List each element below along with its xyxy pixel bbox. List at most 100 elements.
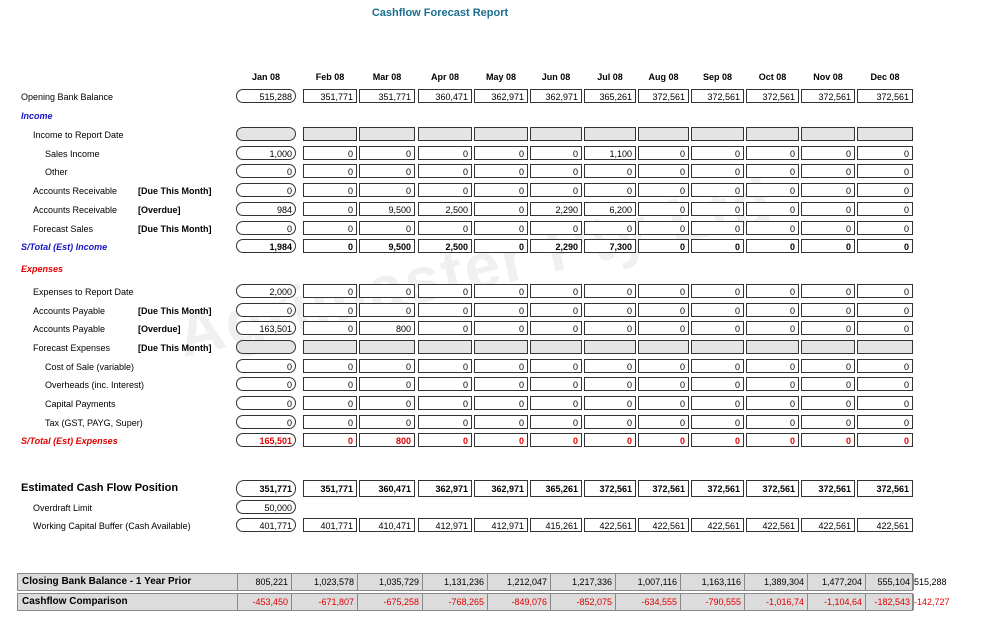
value-cell[interactable]: 372,561 xyxy=(857,89,913,103)
value-cell[interactable]: 0 xyxy=(236,415,296,429)
value-cell[interactable]: 0 xyxy=(584,183,636,197)
value-cell[interactable]: 0 xyxy=(303,164,357,178)
value-cell[interactable]: 0 xyxy=(530,164,582,178)
value-cell[interactable]: 0 xyxy=(746,359,799,373)
value-cell[interactable]: 0 xyxy=(418,396,472,410)
value-cell[interactable]: 0 xyxy=(746,284,799,298)
value-cell[interactable]: 0 xyxy=(857,377,913,391)
value-cell[interactable]: 0 xyxy=(303,284,357,298)
value-cell[interactable]: 0 xyxy=(746,221,799,235)
value-cell[interactable]: 0 xyxy=(801,221,855,235)
value-cell[interactable]: 2,500 xyxy=(418,202,472,216)
value-cell[interactable]: 422,561 xyxy=(584,518,636,532)
value-cell[interactable]: 163,501 xyxy=(236,321,296,335)
value-cell[interactable]: 0 xyxy=(303,146,357,160)
value-cell[interactable]: 0 xyxy=(801,321,855,335)
value-cell[interactable]: 0 xyxy=(857,146,913,160)
value-cell[interactable]: 0 xyxy=(584,415,636,429)
value-cell[interactable]: 362,971 xyxy=(474,89,528,103)
value-cell[interactable]: 1,100 xyxy=(584,146,636,160)
value-cell[interactable]: 0 xyxy=(236,303,296,317)
value-cell[interactable]: 0 xyxy=(801,377,855,391)
value-cell[interactable]: 422,561 xyxy=(857,518,913,532)
value-cell[interactable]: 0 xyxy=(530,221,582,235)
value-cell[interactable]: 0 xyxy=(638,146,689,160)
value-cell[interactable]: 0 xyxy=(474,396,528,410)
value-cell[interactable]: 0 xyxy=(857,303,913,317)
value-cell[interactable]: 0 xyxy=(584,164,636,178)
value-cell[interactable]: 0 xyxy=(584,396,636,410)
value-cell[interactable]: 0 xyxy=(530,284,582,298)
value-cell[interactable]: 0 xyxy=(303,396,357,410)
value-cell[interactable]: 984 xyxy=(236,202,296,216)
value-cell[interactable]: 1,000 xyxy=(236,146,296,160)
value-cell[interactable]: 0 xyxy=(746,303,799,317)
value-cell[interactable]: 0 xyxy=(359,221,415,235)
value-cell[interactable]: 0 xyxy=(359,415,415,429)
value-cell[interactable]: 401,771 xyxy=(236,518,296,532)
value-cell[interactable]: 0 xyxy=(236,396,296,410)
value-cell[interactable]: 0 xyxy=(638,377,689,391)
value-cell[interactable]: 0 xyxy=(303,321,357,335)
value-cell[interactable]: 0 xyxy=(801,284,855,298)
value-cell[interactable]: 412,971 xyxy=(474,518,528,532)
value-cell[interactable]: 0 xyxy=(303,202,357,216)
value-cell[interactable]: 0 xyxy=(303,303,357,317)
value-cell[interactable]: 0 xyxy=(303,377,357,391)
value-cell[interactable]: 422,561 xyxy=(638,518,689,532)
value-cell[interactable]: 0 xyxy=(236,359,296,373)
value-cell[interactable]: 0 xyxy=(359,183,415,197)
value-cell[interactable]: 2,290 xyxy=(530,202,582,216)
value-cell[interactable]: 0 xyxy=(691,146,744,160)
value-cell[interactable]: 0 xyxy=(746,146,799,160)
value-cell[interactable]: 422,561 xyxy=(801,518,855,532)
value-cell[interactable]: 0 xyxy=(530,359,582,373)
value-cell[interactable]: 0 xyxy=(638,221,689,235)
value-cell[interactable]: 0 xyxy=(638,303,689,317)
value-cell[interactable]: 362,971 xyxy=(530,89,582,103)
value-cell[interactable]: 0 xyxy=(691,202,744,216)
value-cell[interactable]: 0 xyxy=(474,359,528,373)
value-cell[interactable]: 410,471 xyxy=(359,518,415,532)
value-cell[interactable]: 0 xyxy=(801,359,855,373)
value-cell[interactable]: 0 xyxy=(474,183,528,197)
value-cell[interactable]: 6,200 xyxy=(584,202,636,216)
value-cell[interactable]: 0 xyxy=(638,321,689,335)
value-cell[interactable]: 0 xyxy=(638,359,689,373)
value-cell[interactable]: 0 xyxy=(857,221,913,235)
value-cell[interactable]: 0 xyxy=(746,164,799,178)
value-cell[interactable]: 0 xyxy=(530,415,582,429)
value-cell[interactable]: 0 xyxy=(474,146,528,160)
value-cell[interactable]: 0 xyxy=(801,146,855,160)
value-cell[interactable]: 0 xyxy=(638,415,689,429)
value-cell[interactable]: 0 xyxy=(418,359,472,373)
value-cell[interactable]: 0 xyxy=(359,284,415,298)
value-cell[interactable]: 0 xyxy=(303,359,357,373)
value-cell[interactable]: 0 xyxy=(474,377,528,391)
value-cell[interactable]: 0 xyxy=(691,284,744,298)
value-cell[interactable]: 0 xyxy=(691,415,744,429)
value-cell[interactable]: 50,000 xyxy=(236,500,296,514)
value-cell[interactable]: 0 xyxy=(530,396,582,410)
value-cell[interactable]: 0 xyxy=(746,415,799,429)
value-cell[interactable]: 0 xyxy=(584,221,636,235)
value-cell[interactable]: 0 xyxy=(801,164,855,178)
value-cell[interactable]: 0 xyxy=(691,377,744,391)
value-cell[interactable]: 0 xyxy=(418,284,472,298)
value-cell[interactable]: 0 xyxy=(236,183,296,197)
value-cell[interactable]: 0 xyxy=(359,396,415,410)
value-cell[interactable]: 0 xyxy=(857,284,913,298)
value-cell[interactable]: 515,288 xyxy=(236,89,296,103)
value-cell[interactable]: 0 xyxy=(691,359,744,373)
value-cell[interactable]: 351,771 xyxy=(303,89,357,103)
value-cell[interactable]: 365,261 xyxy=(584,89,636,103)
value-cell[interactable]: 0 xyxy=(638,396,689,410)
value-cell[interactable]: 0 xyxy=(857,164,913,178)
value-cell[interactable]: 0 xyxy=(746,202,799,216)
value-cell[interactable]: 0 xyxy=(584,359,636,373)
value-cell[interactable]: 0 xyxy=(691,303,744,317)
value-cell[interactable]: 0 xyxy=(474,202,528,216)
value-cell[interactable]: 422,561 xyxy=(746,518,799,532)
value-cell[interactable]: 0 xyxy=(418,303,472,317)
value-cell[interactable]: 0 xyxy=(857,415,913,429)
